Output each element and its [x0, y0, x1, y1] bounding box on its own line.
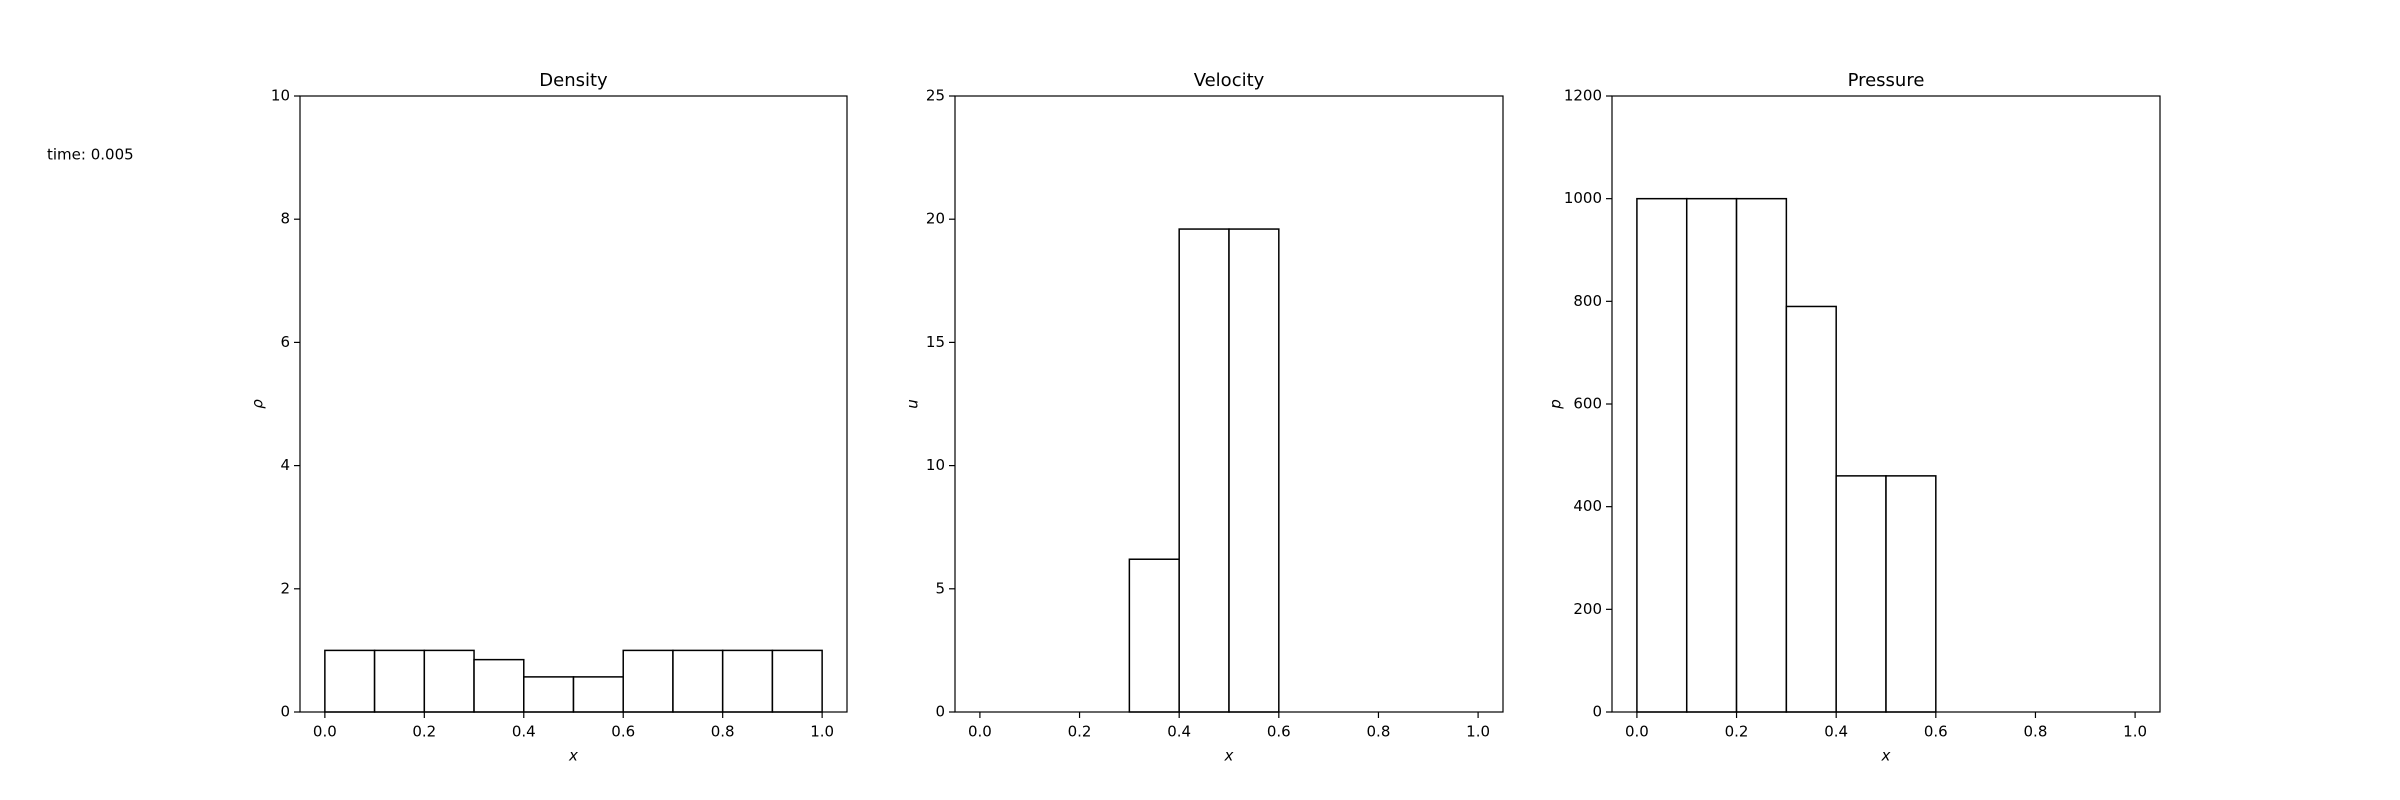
y-tick-label: 6 [280, 333, 290, 351]
y-tick-label: 5 [935, 579, 945, 597]
y-tick-label: 0 [1592, 703, 1602, 721]
y-tick-label: 15 [926, 333, 945, 351]
bar [1735, 197, 1788, 713]
y-tick-label: 600 [1573, 395, 1602, 413]
x-axis-label: x [1881, 747, 1891, 765]
x-tick-label: 0.8 [1367, 723, 1391, 741]
y-tick-label: 25 [926, 87, 945, 105]
y-axis-label: u [904, 399, 922, 409]
y-tick-label: 0 [280, 703, 290, 721]
bar [771, 649, 823, 713]
x-tick-label: 0.8 [711, 723, 735, 741]
y-tick-label: 200 [1573, 600, 1602, 618]
x-axis-label: x [568, 747, 578, 765]
x-tick-label: 0.2 [1725, 723, 1749, 741]
y-tick-label: 4 [280, 456, 290, 474]
bar [572, 676, 624, 713]
y-axis-label: p [1547, 399, 1565, 410]
y-tick-label: 2 [280, 579, 290, 597]
x-tick-label: 1.0 [810, 723, 834, 741]
x-tick-label: 0.4 [512, 723, 536, 741]
x-tick-label: 1.0 [1466, 723, 1490, 741]
y-tick-label: 800 [1573, 292, 1602, 310]
axes-frame [954, 95, 1504, 713]
y-tick-label: 400 [1573, 497, 1602, 515]
x-tick-label: 0.4 [1824, 723, 1848, 741]
chart-title: Pressure [1848, 70, 1925, 91]
bar [473, 658, 525, 713]
y-tick-label: 10 [926, 456, 945, 474]
x-tick-label: 0.0 [968, 723, 992, 741]
x-tick-label: 0.2 [1068, 723, 1092, 741]
x-tick-label: 0.6 [611, 723, 635, 741]
bar [1128, 558, 1180, 713]
x-tick-label: 0.4 [1167, 723, 1191, 741]
bar [672, 649, 724, 713]
bar [373, 649, 426, 713]
y-tick-label: 1200 [1564, 87, 1602, 105]
x-tick-label: 0.6 [1267, 723, 1291, 741]
y-tick-label: 10 [271, 87, 290, 105]
bar [1885, 475, 1937, 713]
y-tick-label: 1000 [1564, 189, 1602, 207]
bar [1178, 228, 1230, 713]
bar [1636, 197, 1688, 713]
x-axis-label: x [1224, 747, 1234, 765]
x-tick-label: 0.6 [1924, 723, 1948, 741]
bar [423, 649, 475, 713]
x-tick-label: 0.0 [1625, 723, 1649, 741]
axes-frame [299, 95, 848, 713]
x-tick-label: 0.2 [412, 723, 436, 741]
x-tick-label: 0.0 [313, 723, 337, 741]
bar [1785, 305, 1837, 713]
bar [1685, 197, 1738, 713]
x-tick-label: 0.8 [2024, 723, 2048, 741]
bar [1835, 475, 1887, 713]
y-tick-label: 20 [926, 210, 945, 228]
x-tick-label: 1.0 [2123, 723, 2147, 741]
y-tick-label: 8 [280, 210, 290, 228]
y-tick-label: 0 [935, 703, 945, 721]
bar [622, 649, 674, 713]
y-axis-label: ρ [249, 399, 267, 409]
bar [1228, 228, 1280, 713]
bar [523, 676, 575, 713]
annotation: time: 0.005 [47, 146, 134, 164]
bar [721, 649, 774, 713]
bar [324, 649, 376, 713]
chart-title: Density [539, 70, 608, 91]
chart-title: Velocity [1194, 70, 1265, 91]
